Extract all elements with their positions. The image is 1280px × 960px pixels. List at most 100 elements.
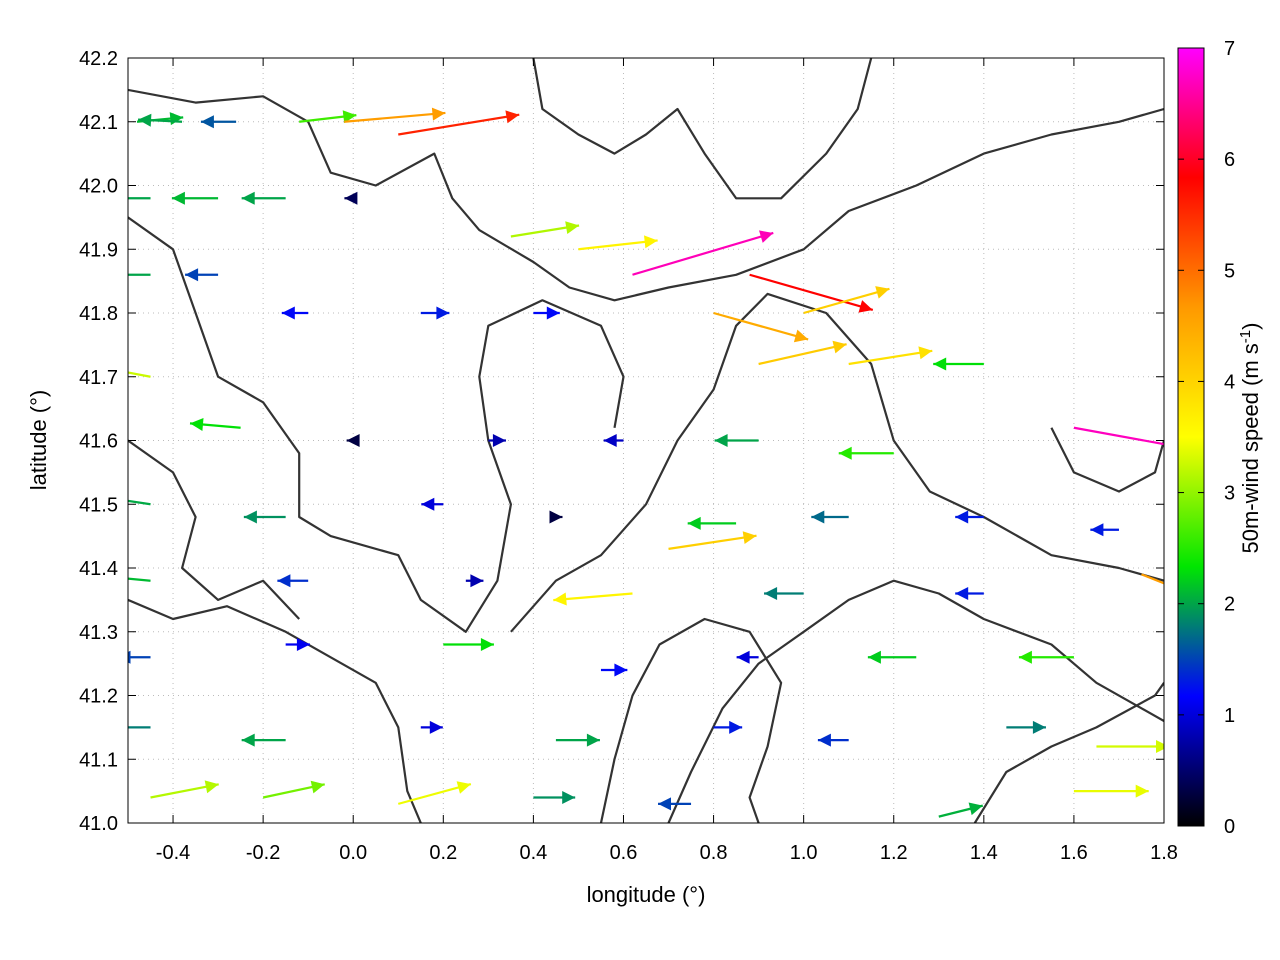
wind-vector-head [614, 663, 628, 677]
terrain-contours [128, 58, 1164, 823]
y-tick-label: 42.2 [79, 48, 118, 70]
wind-vector-head [955, 510, 969, 524]
wind-vector [137, 113, 183, 127]
wind-vector [1096, 740, 1164, 753]
x-axis-title: longitude (°) [587, 882, 706, 907]
plot-background [128, 58, 1164, 823]
wind-vector [1006, 720, 1046, 734]
x-axis-ticks: -0.4 -0.2 0.0 0.2 0.4 0.6 0.8 1.0 1.2 1.4 1.6 1.8 [156, 58, 1178, 864]
wind-vector [128, 650, 151, 664]
wind-vector-head [562, 791, 576, 804]
wind-vector-head [811, 510, 825, 524]
wind-vector [687, 516, 737, 530]
colorbar-tick-label: 5 [1224, 260, 1235, 282]
wind-vector-head [111, 721, 124, 734]
wind-vector [713, 720, 743, 734]
contour-line [128, 88, 1164, 302]
y-tick-label: 41.8 [79, 303, 118, 325]
wind-vector [955, 510, 984, 524]
wind-vector [281, 306, 309, 320]
wind-vector-head [492, 434, 506, 447]
wind-vector [555, 733, 600, 747]
x-tick-label: 1.2 [880, 842, 908, 864]
wind-vector-shaft [578, 239, 658, 251]
wind-vector-head [586, 733, 600, 747]
wind-vector-head [838, 446, 852, 460]
wind-vector-head [742, 531, 757, 544]
colorbar-title-end: ) [1238, 323, 1263, 330]
wind-vector [933, 357, 984, 371]
wind-vector-head [553, 592, 567, 606]
wind-vector [241, 191, 286, 205]
wind-vector [549, 510, 563, 524]
wind-vector [398, 110, 520, 136]
wind-vector-head [138, 113, 152, 127]
y-axis-title: latitude (°) [26, 390, 51, 491]
wind-vector [764, 587, 804, 600]
wind-vector-shaft [803, 287, 890, 315]
wind-vector [346, 434, 360, 447]
x-tick-label: 1.8 [1150, 842, 1178, 864]
contour-line [128, 216, 625, 633]
wind-vector [1090, 523, 1119, 537]
colorbar-tick-label: 0 [1224, 816, 1235, 838]
y-tick-label: 42.0 [79, 176, 118, 198]
wind-vector [150, 780, 219, 799]
wind-vector [465, 574, 484, 588]
wind-vector [420, 720, 443, 734]
x-tick-label: -0.4 [156, 842, 190, 864]
colorbar-title-sup: -1 [1237, 330, 1254, 343]
wind-vector [811, 510, 849, 524]
wind-vector [243, 510, 286, 524]
wind-vector [299, 110, 357, 124]
wind-vector [578, 235, 658, 251]
wind-vector-head [296, 638, 310, 651]
wind-vector [600, 663, 628, 677]
wind-vector-shaft [848, 349, 933, 366]
wind-vector-head [204, 780, 219, 794]
wind-vector-shaft [632, 231, 774, 276]
wind-vector-head [729, 720, 743, 734]
wind-vector [714, 434, 759, 447]
wind-vector [1073, 426, 1164, 446]
wind-vector-head [687, 516, 701, 530]
y-tick-label: 41.6 [79, 431, 118, 453]
wind-vector [632, 230, 774, 276]
wind-vector [421, 497, 444, 511]
wind-vector [111, 721, 151, 734]
wind-vector-shaft [128, 371, 151, 378]
wind-vector-head [429, 720, 443, 734]
wind-vector-head [480, 638, 494, 651]
wind-vector [533, 791, 576, 804]
wind-vector [603, 434, 624, 447]
wind-vector-head [171, 191, 185, 205]
wind-vector-head [968, 802, 983, 816]
wind-vector [938, 802, 984, 818]
wind-vector-head [241, 733, 255, 747]
wind-vector-head [342, 110, 357, 124]
wind-vector-head [281, 306, 295, 320]
wind-vector-head [277, 574, 291, 588]
wind-vector [200, 115, 237, 129]
wind-vector [488, 434, 506, 447]
wind-vector [817, 733, 849, 747]
wind-vector [1018, 650, 1074, 664]
colorbar-ticks: 0 1 2 3 4 5 6 7 [1178, 38, 1235, 838]
wind-vector [241, 733, 286, 747]
contour-line [1050, 427, 1164, 493]
colorbar-title-main: 50m-wind speed (m s [1238, 343, 1263, 553]
wind-vector [344, 191, 358, 205]
y-tick-label: 42.1 [79, 112, 118, 134]
wind-vector [749, 273, 874, 313]
x-tick-label: 0.2 [429, 842, 457, 864]
wind-vector-head [867, 650, 881, 664]
colorbar-tick-label: 2 [1224, 594, 1235, 616]
wind-vector [443, 638, 494, 651]
wind-vector-shaft [553, 592, 633, 602]
wind-vector [128, 371, 151, 378]
wind-vector [668, 531, 757, 550]
y-tick-label: 41.5 [79, 494, 118, 516]
wind-vector [955, 587, 984, 600]
wind-vector [838, 446, 894, 460]
wind-vector-head [759, 230, 774, 243]
